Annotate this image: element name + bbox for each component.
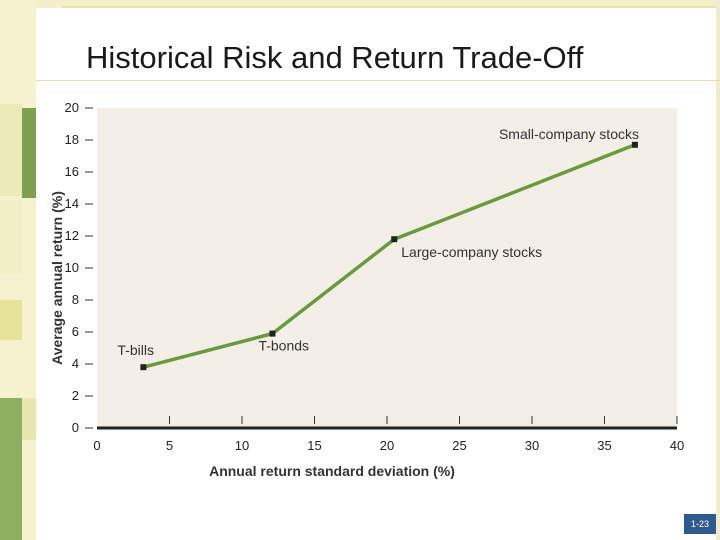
x-tick-label: 30 bbox=[525, 438, 539, 453]
x-tick-label: 20 bbox=[380, 438, 394, 453]
chart-panel: 0 2 4 6 8 10 12 14 16 18 20 0 5 10 15 20 25 30 35 40 T-bills… bbox=[40, 88, 700, 518]
y-tick-label: 2 bbox=[72, 388, 79, 403]
x-tick-label: 0 bbox=[93, 438, 100, 453]
x-tick-label: 25 bbox=[452, 438, 466, 453]
x-tick-label: 40 bbox=[670, 438, 684, 453]
slide-title-rule bbox=[36, 80, 720, 81]
data-point-marker bbox=[140, 364, 147, 371]
x-tick-label: 5 bbox=[166, 438, 173, 453]
y-tick-label: 8 bbox=[72, 292, 79, 307]
y-axis-title: Average annual return (%) bbox=[49, 191, 65, 365]
data-point-label: T-bills bbox=[117, 342, 154, 358]
slide-top-band bbox=[0, 0, 720, 8]
slide-left-block-1 bbox=[0, 104, 22, 196]
x-tick-label: 35 bbox=[597, 438, 611, 453]
slide-top-line bbox=[62, 6, 720, 8]
y-tick-label: 16 bbox=[65, 164, 79, 179]
y-tick-label: 10 bbox=[65, 260, 79, 275]
x-tick-label: 10 bbox=[235, 438, 249, 453]
slide-left-block-3 bbox=[0, 200, 22, 274]
slide-title: Historical Risk and Return Trade-Off bbox=[86, 40, 584, 75]
y-tick-label: 0 bbox=[72, 420, 79, 435]
slide-left-block-6 bbox=[22, 398, 36, 440]
y-tick-label: 20 bbox=[65, 100, 79, 115]
x-axis-title: Annual return standard deviation (%) bbox=[209, 463, 455, 479]
data-point-marker bbox=[391, 236, 398, 243]
x-tick-label: 15 bbox=[307, 438, 321, 453]
slide-left-block-5 bbox=[0, 398, 22, 540]
y-tick-label: 18 bbox=[65, 132, 79, 147]
plot-background bbox=[97, 108, 677, 428]
slide-left-block-2 bbox=[22, 108, 36, 198]
data-point-label: Small-company stocks bbox=[499, 126, 639, 142]
page-number: 1-23 bbox=[684, 514, 716, 534]
slide-right-line bbox=[716, 0, 720, 540]
slide-left-block-4 bbox=[0, 300, 22, 340]
series-line bbox=[142, 143, 636, 369]
y-tick-label: 12 bbox=[65, 228, 79, 243]
y-tick-label: 4 bbox=[72, 356, 79, 371]
data-point-label: T-bonds bbox=[258, 338, 309, 354]
risk-return-chart: 0 2 4 6 8 10 12 14 16 18 20 0 5 10 15 20 25 30 35 40 T-bills… bbox=[49, 100, 684, 479]
data-point-label: Large-company stocks bbox=[401, 244, 542, 260]
y-tick-label: 6 bbox=[72, 324, 79, 339]
data-point-marker bbox=[631, 141, 638, 148]
y-tick-label: 14 bbox=[65, 196, 79, 211]
data-point-marker bbox=[269, 330, 276, 337]
